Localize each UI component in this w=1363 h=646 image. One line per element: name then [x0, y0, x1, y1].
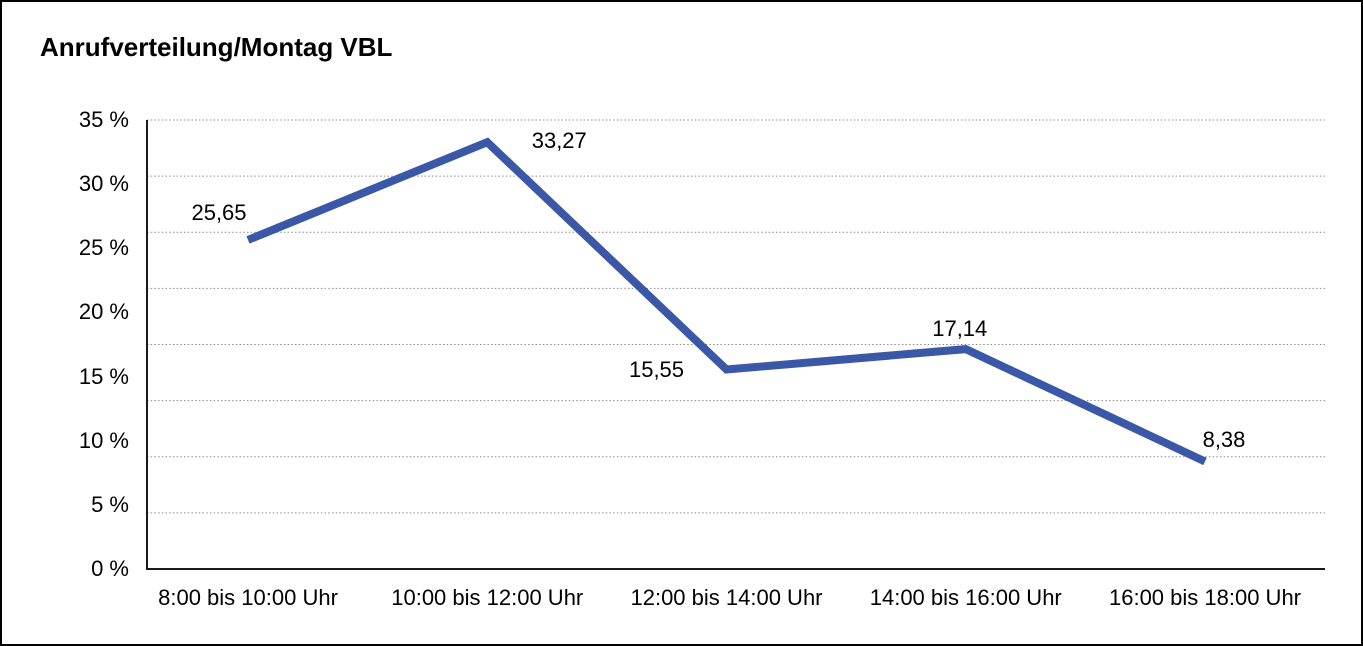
x-category-label: 8:00 bis 10:00 Uhr [158, 585, 338, 610]
y-tick-label: 0 % [91, 556, 129, 581]
x-category-label: 16:00 bis 18:00 Uhr [1108, 585, 1302, 610]
data-point-label: 15,55 [628, 356, 685, 382]
x-category-label: 10:00 bis 12:00 Uhr [391, 585, 584, 610]
y-tick-label: 5 % [91, 491, 129, 517]
data-point-label: 8,38 [1202, 427, 1246, 453]
y-tick-label: 15 % [78, 363, 129, 389]
chart-title: Anrufverteilung/Montag VBL [40, 32, 393, 62]
y-tick-label: 25 % [78, 235, 129, 261]
series-line [246, 137, 1207, 466]
y-tick-label: 35 % [78, 107, 129, 132]
y-tick-label: 30 % [78, 171, 129, 197]
x-category-label: 14:00 bis 16:00 Uhr [869, 585, 1062, 610]
y-tick-label: 20 % [78, 299, 129, 325]
data-point-label: 25,65 [191, 199, 247, 225]
x-category-label: 12:00 bis 14:00 Uhr [630, 585, 823, 610]
data-point-label: 33,27 [531, 128, 587, 154]
y-tick-label: 10 % [78, 427, 129, 453]
data-point-label: 17,14 [932, 316, 988, 342]
